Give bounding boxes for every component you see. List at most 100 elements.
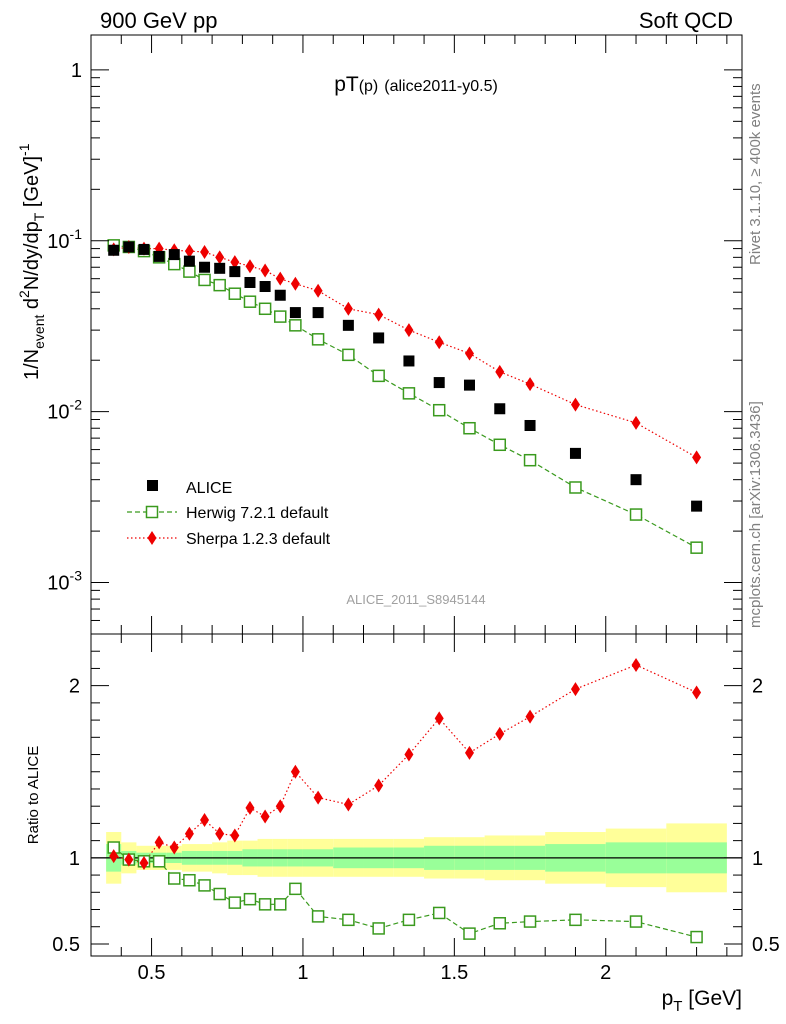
ylabel-part: N/dy/dp (21, 221, 43, 290)
main-point-sherpa (245, 259, 255, 274)
main-line-sherpa (113, 246, 697, 458)
main-point-herwig (463, 421, 476, 435)
main-point-herwig (213, 278, 226, 292)
ylabel-part: d (21, 298, 43, 315)
main-point-herwig (258, 302, 272, 316)
ratio-point-sherpa (404, 747, 414, 762)
tick-exponent: -2 (70, 397, 83, 413)
main-point-alice (403, 355, 415, 367)
tick-base: 10 (47, 231, 69, 253)
main-panel: 110-110-210-3 pT(p) (alice2011-y0.5) 1/Ne… (16, 34, 743, 635)
main-point-herwig (402, 387, 416, 400)
ratio-point-herwig (213, 887, 226, 901)
legend-marker-sherpa (147, 531, 157, 545)
main-point-sherpa (434, 335, 444, 350)
ratio-point-sherpa (525, 709, 535, 724)
main-point-alice (342, 319, 354, 331)
ratio-point-herwig (629, 915, 643, 928)
legend-marker-herwig (145, 505, 159, 519)
main-point-alice (229, 266, 241, 278)
main-point-sherpa (313, 283, 323, 298)
main-point-herwig (372, 369, 385, 383)
tick-exponent: -3 (70, 568, 83, 584)
main-point-alice (494, 403, 506, 415)
main-point-alice (108, 244, 120, 256)
xlabel-sub: T (673, 998, 682, 1015)
ratio-point-herwig (183, 873, 196, 887)
ratio-point-sherpa (692, 685, 702, 700)
main-point-alice (214, 262, 226, 274)
ratio-point-sherpa (570, 682, 580, 697)
main-point-alice (433, 377, 445, 389)
main-point-herwig (228, 287, 242, 300)
ratio-uncertainty-band (91, 823, 742, 893)
ratio-point-sherpa (184, 826, 194, 841)
ratio-point-herwig (258, 898, 272, 911)
main-point-herwig (342, 348, 355, 362)
ratio-point-herwig (402, 913, 416, 927)
main-point-sherpa (374, 307, 384, 322)
ratio-point-herwig (228, 896, 242, 909)
ylabel-part: 1/N (21, 349, 43, 380)
ratio-y-tick-label-left: 2 (69, 676, 80, 698)
legend-marker-alice (147, 480, 158, 491)
main-point-alice (289, 307, 301, 319)
main-point-sherpa (495, 364, 505, 379)
ratio-point-sherpa (230, 828, 240, 843)
ratio-point-sherpa (215, 826, 225, 841)
main-y-tick-label: 10-2 (47, 397, 82, 424)
main-point-alice (312, 307, 324, 319)
ratio-point-herwig (463, 927, 476, 940)
ratio-point-sherpa (124, 852, 134, 867)
ylabel-sup: 2 (16, 290, 32, 298)
main-point-alice (123, 241, 135, 253)
ratio-point-herwig (432, 906, 446, 920)
x-tick-label: 2 (600, 962, 611, 984)
ratio-point-herwig (289, 882, 302, 896)
ratio-point-sherpa (434, 711, 444, 726)
ratio-point-sherpa (495, 726, 505, 741)
ratio-point-herwig (311, 910, 325, 923)
x-axis-label: pT [GeV] (662, 987, 742, 1015)
rivet-label: Rivet 3.1.10, ≥ 400k events (747, 83, 764, 265)
main-point-herwig (243, 295, 257, 308)
ratio-point-herwig (243, 892, 257, 906)
ratio-panel: 0.5 0.5 1 1 2 2 0.5 1 1.5 2 Ratio to ALICE pT [Ge… (25, 633, 780, 1015)
tick-base: 10 (47, 573, 69, 595)
main-point-sherpa (464, 346, 474, 361)
main-point-sherpa (692, 450, 702, 465)
ratio-y-tick-label-right: 2 (752, 676, 763, 698)
ratio-point-herwig (372, 922, 385, 935)
ratio-point-sherpa (154, 835, 164, 850)
ratio-y-axis-label: Ratio to ALICE (25, 746, 42, 844)
main-point-sherpa (260, 263, 270, 278)
main-point-herwig (273, 310, 287, 323)
header-right: Soft QCD (639, 8, 733, 33)
legend: ALICE Herwig 7.2.1 default Sherpa 1.2.3 … (127, 480, 331, 548)
main-y-tick-label: 10-1 (47, 226, 82, 253)
header-left: 900 GeV pp (100, 8, 217, 33)
ylabel-part: [GeV] (21, 156, 43, 213)
analysis-watermark: ALICE_2011_S8945144 (346, 592, 485, 607)
ratio-point-sherpa (245, 800, 255, 815)
x-tick-label: 0.5 (138, 962, 166, 984)
xlabel-main: p (662, 987, 674, 1010)
main-point-sherpa (404, 323, 414, 338)
main-point-sherpa (525, 377, 535, 392)
ratio-point-sherpa (290, 764, 300, 779)
main-point-herwig (569, 481, 582, 494)
main-point-sherpa (184, 244, 194, 259)
main-point-sherpa (290, 276, 300, 291)
tick-base: 1 (71, 60, 82, 82)
ratio-point-sherpa (464, 745, 474, 760)
main-point-sherpa (343, 301, 353, 316)
x-tick-label: 1 (297, 962, 308, 984)
main-y-tick-labels: 110-110-210-3 (47, 60, 82, 595)
main-point-sherpa (275, 271, 285, 286)
main-point-alice (569, 447, 581, 459)
ratio-point-sherpa (275, 799, 285, 814)
main-point-herwig (629, 508, 643, 521)
main-point-alice (274, 289, 286, 301)
main-point-alice (199, 261, 211, 273)
